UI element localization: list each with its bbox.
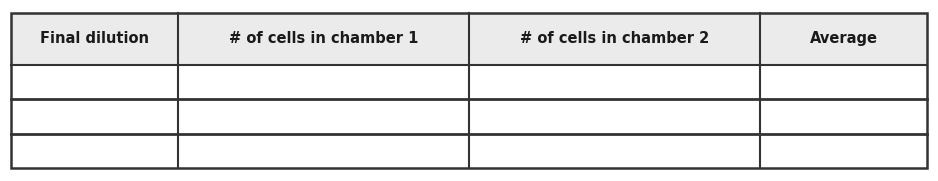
Bar (11, 65, 177, 99)
Bar (11, 13, 927, 168)
Bar (177, 134, 469, 168)
Bar (11, 13, 177, 65)
Bar (761, 13, 927, 65)
Bar (469, 99, 761, 134)
Bar (761, 134, 927, 168)
Text: Average: Average (809, 31, 878, 46)
Bar (761, 65, 927, 99)
Bar (177, 99, 469, 134)
Bar (177, 65, 469, 99)
Text: # of cells in chamber 1: # of cells in chamber 1 (229, 31, 418, 46)
Text: # of cells in chamber 2: # of cells in chamber 2 (520, 31, 709, 46)
Bar (761, 99, 927, 134)
Bar (469, 134, 761, 168)
Text: Final dilution: Final dilution (40, 31, 149, 46)
Bar (469, 13, 761, 65)
Bar (11, 134, 177, 168)
Bar (469, 65, 761, 99)
Bar (177, 13, 469, 65)
Bar (11, 99, 177, 134)
